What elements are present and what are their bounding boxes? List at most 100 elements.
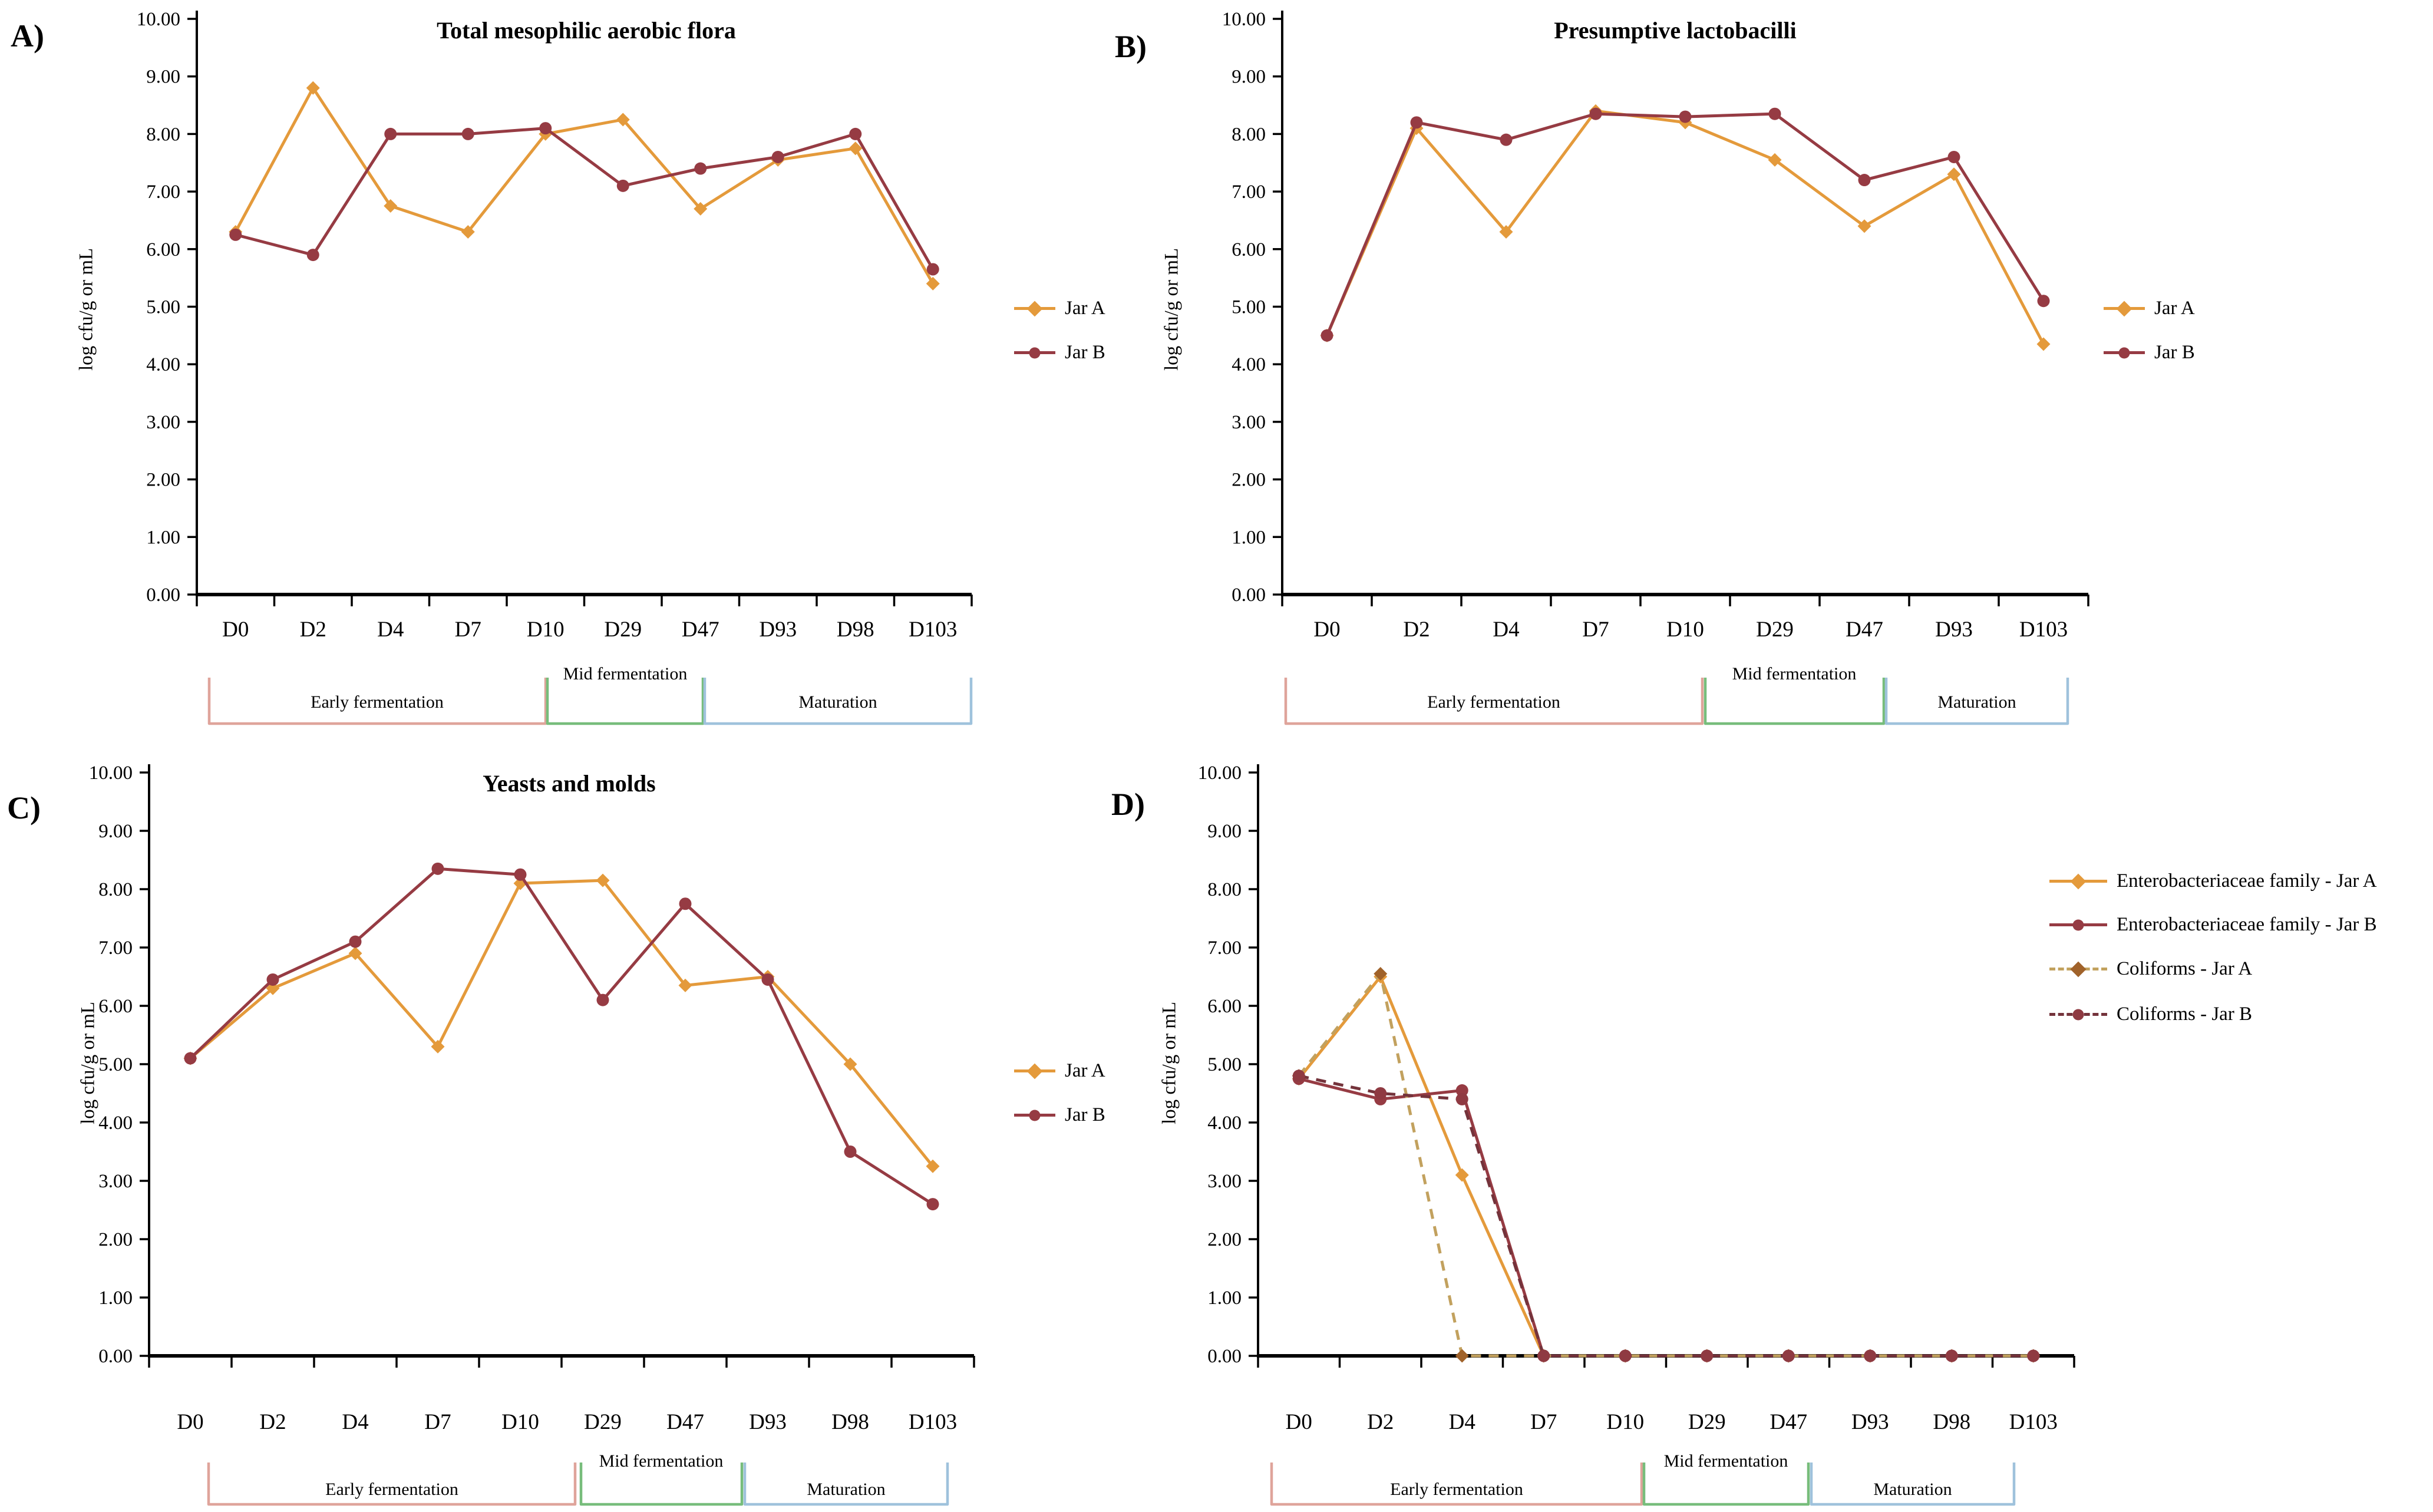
data-point — [1374, 1087, 1387, 1100]
x-tick-label: D93 — [759, 618, 797, 642]
x-tick-label: D4 — [1449, 1410, 1475, 1434]
data-point — [1455, 1349, 1469, 1363]
y-tick-label: 10.00 — [137, 9, 180, 30]
series-line — [1325, 109, 2045, 345]
x-tick-label: D10 — [527, 618, 564, 642]
legend-item: Enterobacteriaceae family - Jar A — [2049, 869, 2377, 893]
data-point — [1864, 1349, 1877, 1362]
y-tick-label: 0.00 — [1232, 585, 1266, 606]
legend-item: Enterobacteriaceae family - Jar B — [2049, 912, 2377, 937]
data-point — [306, 249, 319, 262]
x-tick-label: D4 — [1493, 618, 1519, 642]
y-tick-label: 9.00 — [146, 67, 180, 88]
data-point — [596, 993, 609, 1006]
x-tick-label: D7 — [1530, 1410, 1557, 1434]
y-tick-label: 1.00 — [98, 1287, 133, 1309]
x-tick-label: D10 — [1666, 618, 1704, 642]
phase-bracket-maturation — [703, 678, 973, 725]
y-tick-label: 10.00 — [1222, 9, 1266, 30]
data-point — [1857, 219, 1871, 233]
panel-letter-a: A) — [11, 18, 44, 54]
x-tick-label: D29 — [1756, 618, 1794, 642]
y-tick-label: 10.00 — [89, 762, 133, 784]
x-tick-label: D103 — [2019, 618, 2068, 642]
y-tick-label: 6.00 — [1207, 996, 1242, 1017]
legend-label: Coliforms - Jar A — [2117, 958, 2253, 979]
phase-bracket-maturation — [1884, 678, 2069, 725]
series-line — [234, 85, 935, 285]
data-point — [461, 127, 474, 140]
series-line — [189, 867, 934, 1206]
y-tick-label: 5.00 — [1232, 297, 1266, 318]
x-tick-label: D2 — [259, 1410, 286, 1434]
y-tick-label: 4.00 — [98, 1112, 133, 1134]
x-tick-label: D2 — [300, 618, 326, 642]
y-tick-label: 4.00 — [1232, 354, 1266, 375]
data-point — [2027, 1349, 2040, 1362]
data-point — [1500, 133, 1513, 146]
data-point — [843, 1057, 857, 1071]
data-point — [771, 150, 784, 163]
data-point — [1292, 1069, 1305, 1082]
y-tick-label: 3.00 — [1207, 1171, 1242, 1192]
data-point — [384, 199, 398, 213]
y-tick-label: 9.00 — [1207, 821, 1242, 842]
legend-item: Coliforms - Jar A — [2049, 956, 2252, 981]
y-tick-label: 7.00 — [98, 937, 133, 959]
x-tick-label: D29 — [1688, 1410, 1726, 1434]
data-point — [229, 228, 242, 241]
legend-label: Coliforms - Jar B — [2117, 1003, 2253, 1025]
y-tick-label: 2.00 — [1207, 1229, 1242, 1250]
x-tick-label: D47 — [682, 618, 719, 642]
legend-item: Jar B — [1014, 1102, 1105, 1127]
data-point — [616, 113, 630, 127]
data-point — [1499, 225, 1513, 239]
panel-D: 0.00 1.00 2.00 3.00 4.00 5.00 6.00 7.00 8.00 9.00… — [1198, 762, 2075, 1506]
data-point — [1858, 174, 1871, 187]
x-tick-label: D4 — [342, 1410, 368, 1434]
legend-label: Jar B — [1065, 1104, 1105, 1125]
series-line — [189, 879, 934, 1167]
y-tick-label: 0.00 — [1207, 1346, 1242, 1367]
phase-label-mid: Mid fermentation — [1732, 664, 1857, 684]
chart-title-c: Yeasts and molds — [483, 770, 656, 797]
legend-item: Jar B — [2104, 340, 2195, 365]
line-swatch-icon — [2049, 961, 2107, 977]
data-point — [694, 202, 708, 216]
line-swatch-icon — [1014, 1110, 1055, 1121]
x-tick-label: D0 — [1286, 1410, 1312, 1434]
data-point — [1589, 107, 1602, 120]
panel-B: 0.00 1.00 2.00 3.00 4.00 5.00 6.00 7.00 8.00 9.00… — [1222, 9, 2089, 725]
y-tick-label: 8.00 — [98, 879, 133, 900]
phase-label-maturation: Maturation — [1937, 692, 2016, 712]
y-tick-label: 6.00 — [146, 239, 180, 260]
y-axis-label-d: log cfu/g or mL — [1158, 1001, 1180, 1125]
phase-label-early: Early fermentation — [1390, 1480, 1523, 1499]
data-point — [1768, 153, 1782, 167]
y-tick-label: 9.00 — [1232, 67, 1266, 88]
data-point — [1410, 116, 1423, 129]
y-tick-label: 9.00 — [98, 821, 133, 842]
x-tick-label: D47 — [1846, 618, 1883, 642]
data-point — [844, 1145, 857, 1158]
series-line — [1298, 1077, 2033, 1358]
x-tick-label: D2 — [1403, 618, 1430, 642]
y-tick-label: 3.00 — [146, 412, 180, 433]
y-tick-label: 0.00 — [146, 585, 180, 606]
x-tick-label: D103 — [909, 1410, 957, 1434]
y-tick-label: 1.00 — [1207, 1287, 1242, 1309]
y-tick-label: 8.00 — [1232, 124, 1266, 145]
panel-letter-d: D) — [1111, 787, 1145, 822]
data-point — [349, 935, 362, 948]
data-point — [1768, 107, 1781, 120]
legend-item: Jar A — [1014, 1058, 1105, 1083]
data-point — [184, 1052, 197, 1065]
line-swatch-icon — [1014, 301, 1055, 316]
series-line — [1298, 970, 2033, 1358]
data-point — [926, 1159, 940, 1173]
phase-bracket-early — [1270, 1463, 1643, 1506]
x-tick-label: D98 — [1933, 1410, 1970, 1434]
data-point — [514, 868, 527, 881]
panel-A: 0.00 1.00 2.00 3.00 4.00 5.00 6.00 7.00 8.00 9.00… — [137, 9, 973, 725]
y-tick-label: 6.00 — [98, 996, 133, 1017]
